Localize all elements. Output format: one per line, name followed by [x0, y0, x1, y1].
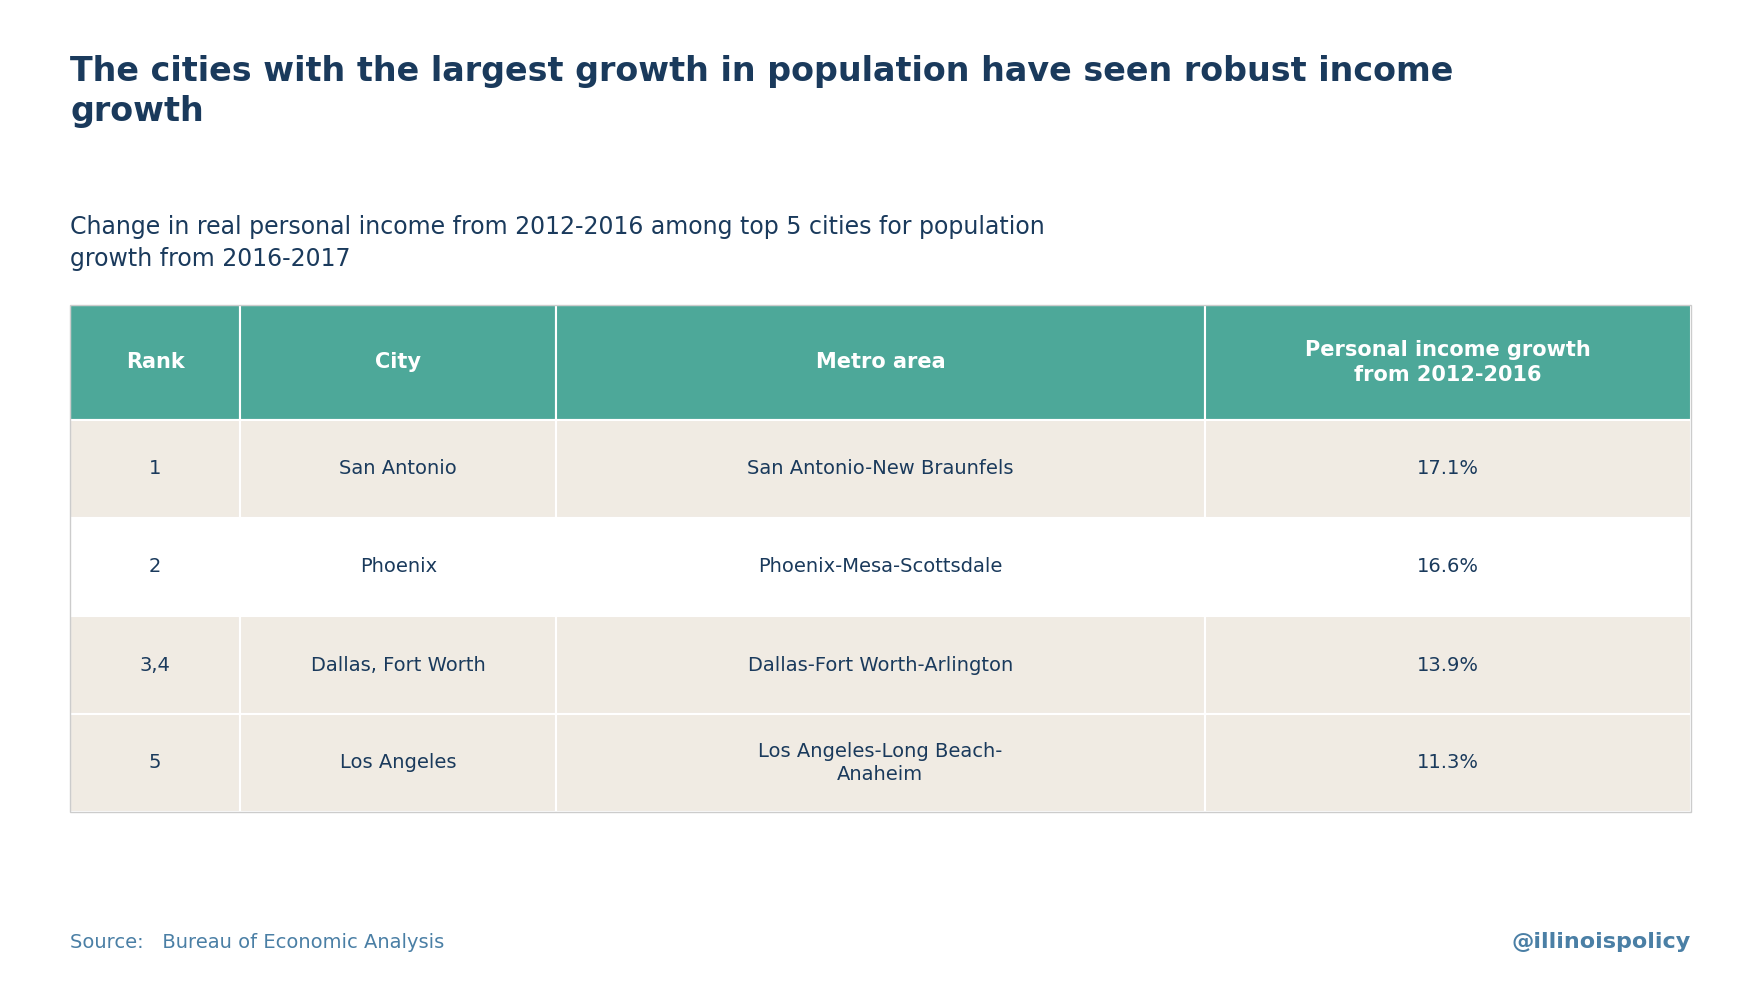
Text: 11.3%: 11.3%: [1417, 754, 1479, 773]
Text: @illinoispolicy: @illinoispolicy: [1512, 932, 1691, 952]
Text: Metro area: Metro area: [816, 353, 944, 372]
Bar: [70, 714, 240, 812]
Bar: [240, 518, 557, 616]
Bar: [1205, 714, 1691, 812]
Bar: [70, 616, 240, 714]
Text: San Antonio: San Antonio: [340, 460, 457, 479]
Text: Change in real personal income from 2012-2016 among top 5 cities for population
: Change in real personal income from 2012…: [70, 215, 1044, 271]
Text: Personal income growth
from 2012-2016: Personal income growth from 2012-2016: [1305, 340, 1591, 385]
Bar: [1205, 420, 1691, 518]
Bar: [240, 616, 557, 714]
Bar: [557, 305, 1205, 420]
Text: City: City: [375, 353, 420, 372]
Text: 2: 2: [149, 558, 161, 576]
Bar: [557, 616, 1205, 714]
Text: 1: 1: [149, 460, 161, 479]
Text: Dallas, Fort Worth: Dallas, Fort Worth: [310, 656, 485, 675]
Text: Source:   Bureau of Economic Analysis: Source: Bureau of Economic Analysis: [70, 932, 445, 952]
Text: The cities with the largest growth in population have seen robust income
growth: The cities with the largest growth in po…: [70, 55, 1454, 127]
Text: Dallas-Fort Worth-Arlington: Dallas-Fort Worth-Arlington: [748, 656, 1013, 675]
Text: 13.9%: 13.9%: [1417, 656, 1479, 675]
Bar: [1205, 305, 1691, 420]
Text: Rank: Rank: [126, 353, 184, 372]
Text: 16.6%: 16.6%: [1417, 558, 1479, 576]
Text: Phoenix: Phoenix: [359, 558, 436, 576]
Bar: [557, 714, 1205, 812]
Bar: [557, 518, 1205, 616]
Text: Los Angeles-Long Beach-
Anaheim: Los Angeles-Long Beach- Anaheim: [759, 742, 1002, 784]
Bar: [70, 518, 240, 616]
Text: Los Angeles: Los Angeles: [340, 754, 457, 773]
Bar: [240, 420, 557, 518]
Text: San Antonio-New Braunfels: San Antonio-New Braunfels: [746, 460, 1014, 479]
Bar: [70, 305, 1691, 812]
Bar: [1205, 518, 1691, 616]
Bar: [557, 420, 1205, 518]
Text: 17.1%: 17.1%: [1417, 460, 1479, 479]
Bar: [70, 420, 240, 518]
Bar: [240, 714, 557, 812]
Text: 3,4: 3,4: [140, 656, 170, 675]
Bar: [1205, 616, 1691, 714]
Bar: [240, 305, 557, 420]
Bar: [70, 305, 240, 420]
Text: 5: 5: [149, 754, 161, 773]
Text: Phoenix-Mesa-Scottsdale: Phoenix-Mesa-Scottsdale: [759, 558, 1002, 576]
